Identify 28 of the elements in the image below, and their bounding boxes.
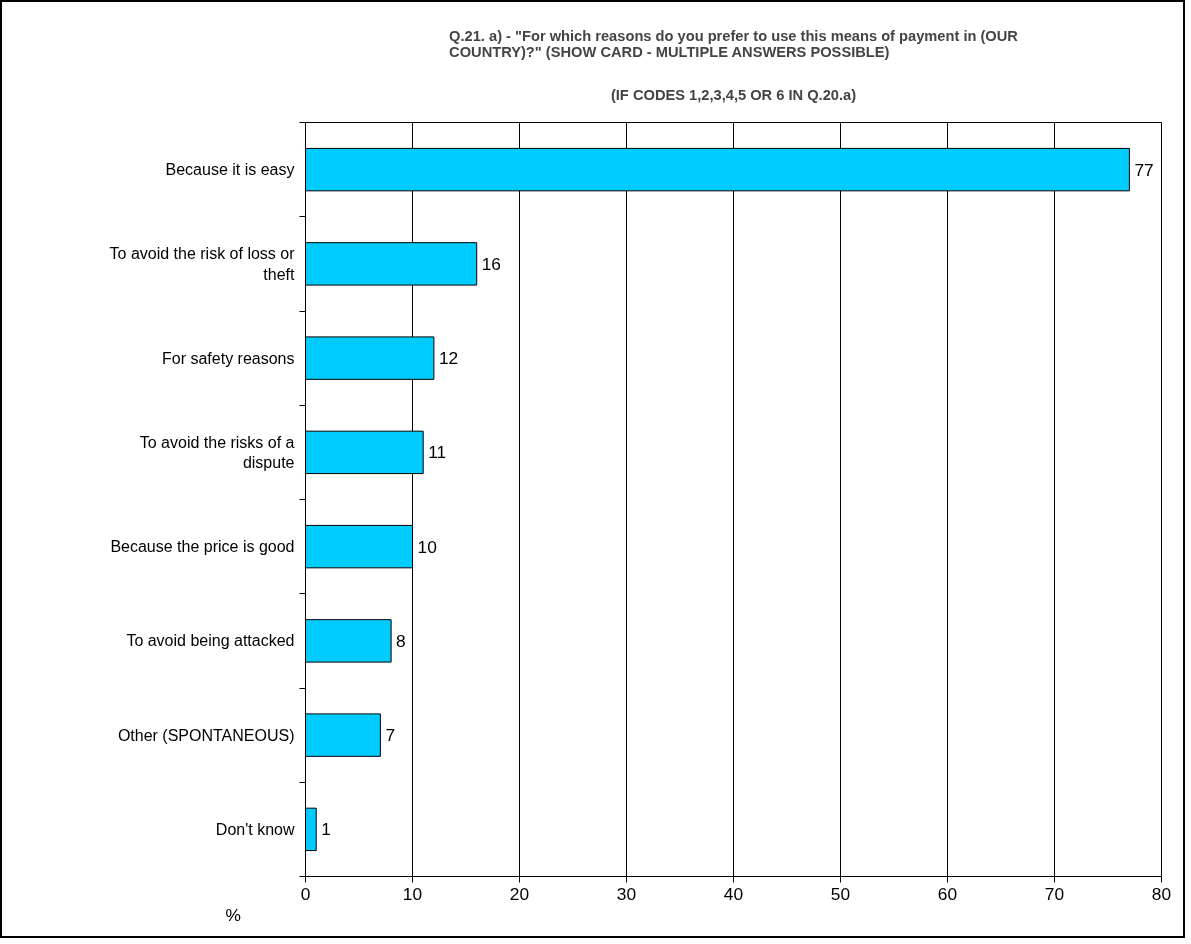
chart-title: Q.21. a) - "For which reasons do you prefer to use this means of payment in (OUR COUNTRY)?" (SHOW CARD - MULTIPLE ANSWERS POSSIBLE) (449, 27, 1019, 60)
x-tick-label: 10 (402, 883, 423, 904)
y-tick-label: Because the price is good (110, 538, 295, 556)
y-tick-label: To avoid the risks of a dispute (139, 433, 295, 472)
y-tick-label: For safety reasons (162, 349, 295, 367)
data-label: 12 (438, 348, 459, 369)
x-tick-label: 0 (300, 883, 311, 904)
data-label: 8 (396, 630, 406, 651)
x-tick-label: 30 (616, 883, 637, 904)
y-tick-label: Because it is easy (165, 161, 295, 179)
x-tick-label: 70 (1044, 883, 1065, 904)
chart-subtitle: (IF CODES 1,2,3,4,5 OR 6 IN Q.20.a) (610, 86, 857, 103)
data-label: 10 (417, 536, 437, 557)
x-tick-label: 60 (937, 883, 958, 904)
x-axis-title: % (225, 904, 241, 925)
data-label: 1 (321, 819, 331, 840)
y-tick-label: Don't know (215, 820, 295, 838)
x-tick-label: 20 (509, 883, 530, 904)
data-label: 77 (1134, 159, 1154, 180)
data-label: 16 (481, 253, 501, 274)
y-tick-label: Other (SPONTANEOUS) (117, 726, 295, 744)
x-tick-label: 50 (830, 883, 851, 904)
data-label: 7 (385, 725, 396, 746)
data-label: 11 (428, 442, 447, 463)
y-tick-label: To avoid being attacked (126, 632, 295, 650)
x-tick-label: 80 (1151, 883, 1172, 904)
y-tick-label: To avoid the risk of loss or theft (109, 245, 296, 283)
x-tick-label: 40 (723, 883, 744, 904)
